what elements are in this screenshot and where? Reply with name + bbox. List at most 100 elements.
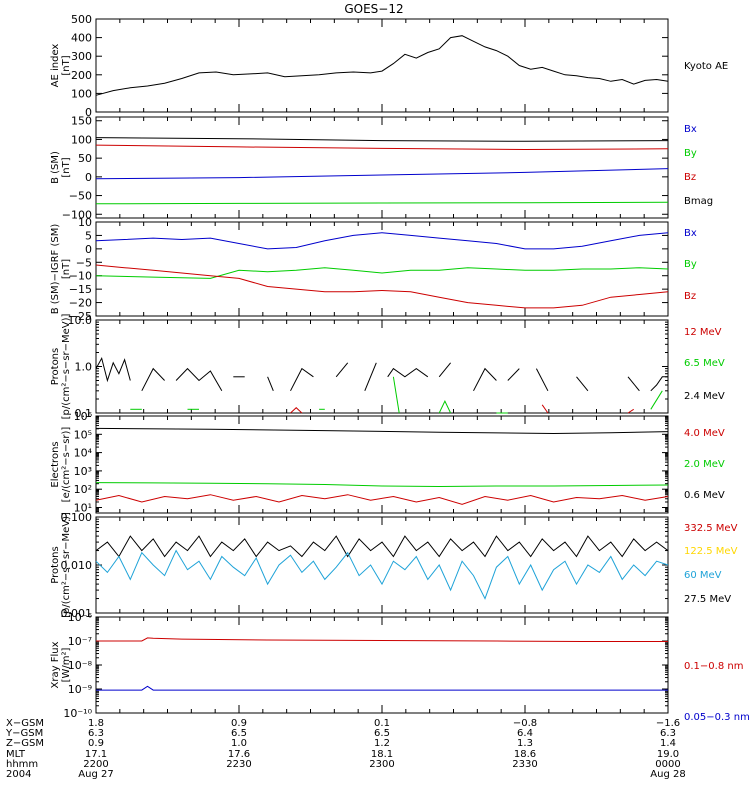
y-tick-label: 50 bbox=[78, 152, 92, 165]
y-axis-label-line: [p/(cm²−s−sr−MeV)] bbox=[61, 313, 72, 419]
time-axis-value: 17.6 bbox=[228, 749, 250, 760]
legend-label: Bx bbox=[684, 228, 697, 239]
y-axis-label-line: Protons bbox=[50, 348, 61, 385]
time-axis-value: 6.5 bbox=[374, 728, 390, 739]
series-2-4-mev-line bbox=[438, 362, 451, 378]
panel-frame bbox=[95, 319, 669, 414]
y-tick-label: 300 bbox=[71, 50, 92, 63]
y-tick-label: 0 bbox=[85, 106, 92, 119]
series-bz-line bbox=[95, 264, 669, 309]
series-kyoto-ae-line bbox=[95, 35, 669, 96]
time-axis-value: 0.9 bbox=[231, 718, 247, 729]
time-axis-value: 0.9 bbox=[88, 738, 104, 749]
legend-label: 12 MeV bbox=[684, 327, 722, 338]
time-axis-value: 1.4 bbox=[660, 738, 676, 749]
y-tick-label: 100 bbox=[71, 87, 92, 100]
time-axis-value: 1.2 bbox=[374, 738, 390, 749]
time-axis-value: 1.8 bbox=[88, 718, 104, 729]
y-tick-label: 10⁻⁹ bbox=[68, 683, 92, 696]
series-by-line bbox=[95, 144, 669, 151]
series-bz-line bbox=[95, 168, 669, 180]
time-axis-value: −1.6 bbox=[656, 718, 680, 729]
series-4-0-mev-line bbox=[95, 494, 669, 505]
y-axis-label-line: B (SM)−IGRF (SM) bbox=[50, 224, 61, 315]
y-axis-label: B (SM)[nT] bbox=[50, 151, 72, 184]
time-axis-row-label: 2004 bbox=[6, 769, 31, 780]
legend-label: Bmag bbox=[684, 196, 713, 207]
y-tick-label: 0 bbox=[85, 171, 92, 184]
figure-title: GOES−12 bbox=[344, 2, 403, 16]
series-6-5-mev-line bbox=[650, 390, 663, 410]
y-tick-label: −25 bbox=[69, 310, 92, 323]
y-tick-label: 0.1 bbox=[75, 407, 93, 420]
series-bx-line bbox=[95, 232, 669, 250]
series-2-4-mev-line bbox=[387, 367, 429, 378]
time-axis-value: 2300 bbox=[369, 759, 394, 770]
series-12-mev-line bbox=[290, 407, 303, 414]
series-0-1-0-8-nm-line bbox=[96, 637, 668, 642]
series-2-4-mev-line bbox=[95, 356, 131, 383]
y-axis-label: Xray Flux[W/m²] bbox=[50, 641, 72, 688]
series-2-4-mev-line bbox=[473, 367, 497, 392]
y-tick-label: 10² bbox=[74, 483, 92, 496]
y-axis-label-line: [p/(cm²−s−sr−MeV)] bbox=[61, 512, 72, 618]
panel-frame bbox=[95, 18, 669, 113]
time-axis-value: 6.4 bbox=[517, 728, 533, 739]
series-60-mev-line bbox=[95, 549, 669, 600]
time-axis-value: 0000 bbox=[655, 759, 680, 770]
legend-label: 2.4 MeV bbox=[684, 391, 725, 402]
time-axis-value: 1.0 bbox=[231, 738, 247, 749]
legend-label: 0.05−0.3 nm bbox=[684, 712, 750, 723]
y-axis-label-line: B (SM) bbox=[50, 151, 61, 184]
y-tick-label: 10⁻⁷ bbox=[68, 635, 92, 648]
y-axis-label: AE index[nT] bbox=[50, 44, 72, 88]
y-tick-label: 0.100 bbox=[61, 511, 93, 524]
series-bmag-line bbox=[95, 201, 669, 205]
panel-electrons: 10¹10²10³10⁴10⁵10⁶Electrons[e/(cm²−s−sr)… bbox=[50, 410, 725, 514]
legend-label: 4.0 MeV bbox=[684, 428, 725, 439]
legend-label: Bz bbox=[684, 291, 696, 302]
legend-label: Bz bbox=[684, 172, 696, 183]
panel-frame bbox=[95, 616, 669, 714]
y-tick-label: 10 bbox=[78, 216, 92, 229]
series-2-0-mev-line bbox=[95, 482, 669, 488]
y-tick-label: 10⁵ bbox=[74, 428, 92, 441]
legend-label: 27.5 MeV bbox=[684, 594, 731, 605]
y-tick-label: 10.0 bbox=[68, 314, 93, 327]
series-2-4-mev-line bbox=[175, 367, 223, 392]
series-2-4-mev-line bbox=[364, 362, 377, 391]
series-0-05-0-3-nm-line bbox=[96, 685, 668, 691]
series-12-mev-line bbox=[541, 404, 549, 414]
y-tick-label: 10⁶ bbox=[74, 410, 93, 423]
y-tick-label: 200 bbox=[71, 69, 92, 82]
y-tick-label: 10⁻⁸ bbox=[68, 659, 93, 672]
y-tick-label: 5 bbox=[85, 229, 92, 242]
y-tick-label: 100 bbox=[71, 133, 92, 146]
time-axis-table: X−GSMY−GSMZ−GSMMLThhmm20041.86.30.917.12… bbox=[5, 718, 686, 780]
y-tick-label: −50 bbox=[69, 190, 92, 203]
legend-label: 0.6 MeV bbox=[684, 490, 725, 501]
series-6-5-mev-line bbox=[438, 399, 452, 414]
panel-xray: 10⁻¹⁰ 10⁻⁹ 10⁻⁸ 10⁻⁷ 10⁻⁶ Xray Flux[W/m²] 0.1−… bbox=[50, 611, 750, 723]
series-2-4-mev-line bbox=[290, 367, 314, 392]
y-tick-label: −100 bbox=[62, 208, 92, 221]
y-tick-label: 150 bbox=[71, 115, 92, 128]
time-axis-value: 6.3 bbox=[660, 728, 676, 739]
y-tick-label: −20 bbox=[69, 297, 92, 310]
legend-label: By bbox=[684, 259, 697, 270]
series-2-4-mev-line bbox=[627, 376, 640, 392]
legend-label: 60 MeV bbox=[684, 570, 722, 581]
time-axis-row-label: Y−GSM bbox=[5, 728, 43, 739]
y-tick-label: −15 bbox=[69, 283, 92, 296]
legend-label: Kyoto AE bbox=[684, 61, 728, 72]
y-axis-label-line: AE index bbox=[50, 44, 61, 88]
series-bx-line bbox=[95, 137, 669, 142]
legend-label: 0.1−0.8 nm bbox=[684, 661, 743, 672]
time-axis-value: 19.0 bbox=[657, 749, 679, 760]
time-axis-value: 18.1 bbox=[371, 749, 393, 760]
time-axis-value: 2230 bbox=[226, 759, 251, 770]
series-6-5-mev-line bbox=[392, 376, 400, 414]
